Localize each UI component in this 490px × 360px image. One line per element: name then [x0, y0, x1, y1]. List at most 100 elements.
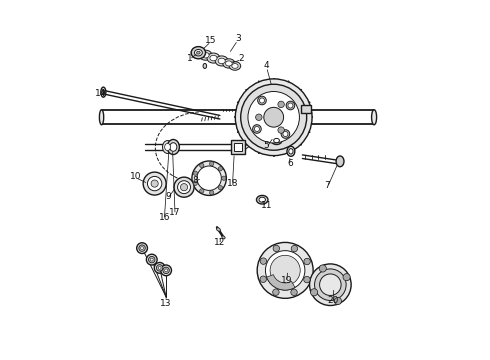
Ellipse shape	[210, 55, 217, 61]
Circle shape	[161, 265, 171, 276]
Circle shape	[281, 130, 290, 138]
Circle shape	[259, 98, 265, 103]
Circle shape	[273, 245, 279, 252]
Circle shape	[193, 181, 197, 185]
Ellipse shape	[271, 136, 282, 144]
Text: 7: 7	[324, 181, 330, 190]
Circle shape	[311, 289, 318, 296]
Circle shape	[241, 84, 307, 150]
Circle shape	[291, 289, 297, 296]
Circle shape	[137, 243, 147, 253]
Circle shape	[257, 242, 313, 298]
Circle shape	[193, 171, 197, 175]
Circle shape	[283, 131, 288, 136]
Ellipse shape	[99, 110, 104, 125]
Circle shape	[148, 256, 155, 263]
Circle shape	[304, 258, 310, 265]
Text: 13: 13	[160, 299, 172, 308]
Text: 11: 11	[261, 201, 272, 210]
Text: 17: 17	[170, 208, 181, 217]
Ellipse shape	[229, 62, 241, 70]
Circle shape	[256, 114, 262, 121]
Circle shape	[218, 185, 222, 190]
Circle shape	[177, 181, 191, 194]
Circle shape	[210, 162, 214, 166]
Circle shape	[150, 258, 153, 261]
Ellipse shape	[167, 139, 179, 154]
Circle shape	[291, 246, 297, 252]
Circle shape	[273, 289, 279, 296]
Circle shape	[141, 247, 144, 249]
Ellipse shape	[259, 197, 266, 202]
Ellipse shape	[170, 143, 177, 151]
Ellipse shape	[202, 53, 209, 58]
Text: 1: 1	[187, 54, 192, 63]
Ellipse shape	[207, 53, 220, 63]
Ellipse shape	[191, 47, 205, 58]
Circle shape	[192, 161, 226, 195]
Wedge shape	[267, 275, 295, 290]
Ellipse shape	[101, 87, 106, 97]
Text: 12: 12	[214, 238, 225, 247]
Circle shape	[235, 79, 312, 156]
Circle shape	[180, 184, 188, 191]
Ellipse shape	[287, 146, 295, 156]
Circle shape	[253, 125, 261, 133]
Circle shape	[139, 245, 146, 251]
Ellipse shape	[371, 110, 377, 125]
Circle shape	[199, 163, 204, 168]
Ellipse shape	[163, 140, 172, 153]
Ellipse shape	[102, 90, 104, 95]
Circle shape	[319, 265, 326, 272]
Ellipse shape	[196, 51, 200, 54]
Circle shape	[154, 262, 165, 273]
Ellipse shape	[256, 195, 268, 204]
Text: 5: 5	[264, 141, 270, 150]
Text: 2: 2	[239, 54, 244, 63]
Ellipse shape	[232, 64, 238, 68]
Text: 19: 19	[280, 276, 292, 285]
Text: 8: 8	[192, 176, 197, 185]
Bar	[234, 143, 242, 151]
Ellipse shape	[165, 143, 171, 150]
Ellipse shape	[215, 56, 228, 66]
Circle shape	[266, 251, 305, 290]
Ellipse shape	[203, 63, 207, 68]
Circle shape	[260, 276, 267, 283]
Text: 6: 6	[287, 159, 293, 168]
Ellipse shape	[217, 228, 221, 231]
Circle shape	[343, 274, 350, 281]
Text: 20: 20	[327, 296, 339, 305]
Circle shape	[197, 166, 221, 190]
Text: 14: 14	[95, 89, 106, 98]
Circle shape	[174, 177, 194, 197]
Circle shape	[264, 107, 284, 127]
Ellipse shape	[218, 58, 225, 64]
Circle shape	[278, 127, 284, 133]
Text: 4: 4	[264, 61, 270, 70]
Text: 16: 16	[159, 213, 170, 222]
Circle shape	[319, 274, 341, 296]
Circle shape	[147, 254, 157, 265]
Text: 9: 9	[165, 192, 171, 201]
Ellipse shape	[289, 149, 293, 154]
Circle shape	[151, 180, 158, 187]
Circle shape	[286, 101, 295, 110]
Bar	[301, 105, 311, 113]
Circle shape	[315, 269, 346, 301]
Circle shape	[147, 176, 162, 191]
Text: 3: 3	[235, 34, 241, 43]
Circle shape	[165, 269, 168, 272]
Ellipse shape	[199, 50, 212, 60]
Circle shape	[156, 265, 163, 271]
Ellipse shape	[225, 61, 232, 66]
Bar	[231, 140, 245, 154]
Circle shape	[310, 264, 351, 306]
Circle shape	[334, 297, 342, 305]
Circle shape	[260, 258, 267, 264]
Text: 10: 10	[130, 172, 142, 181]
Circle shape	[221, 176, 226, 180]
Circle shape	[218, 167, 222, 171]
Circle shape	[270, 255, 300, 285]
Ellipse shape	[336, 156, 344, 167]
